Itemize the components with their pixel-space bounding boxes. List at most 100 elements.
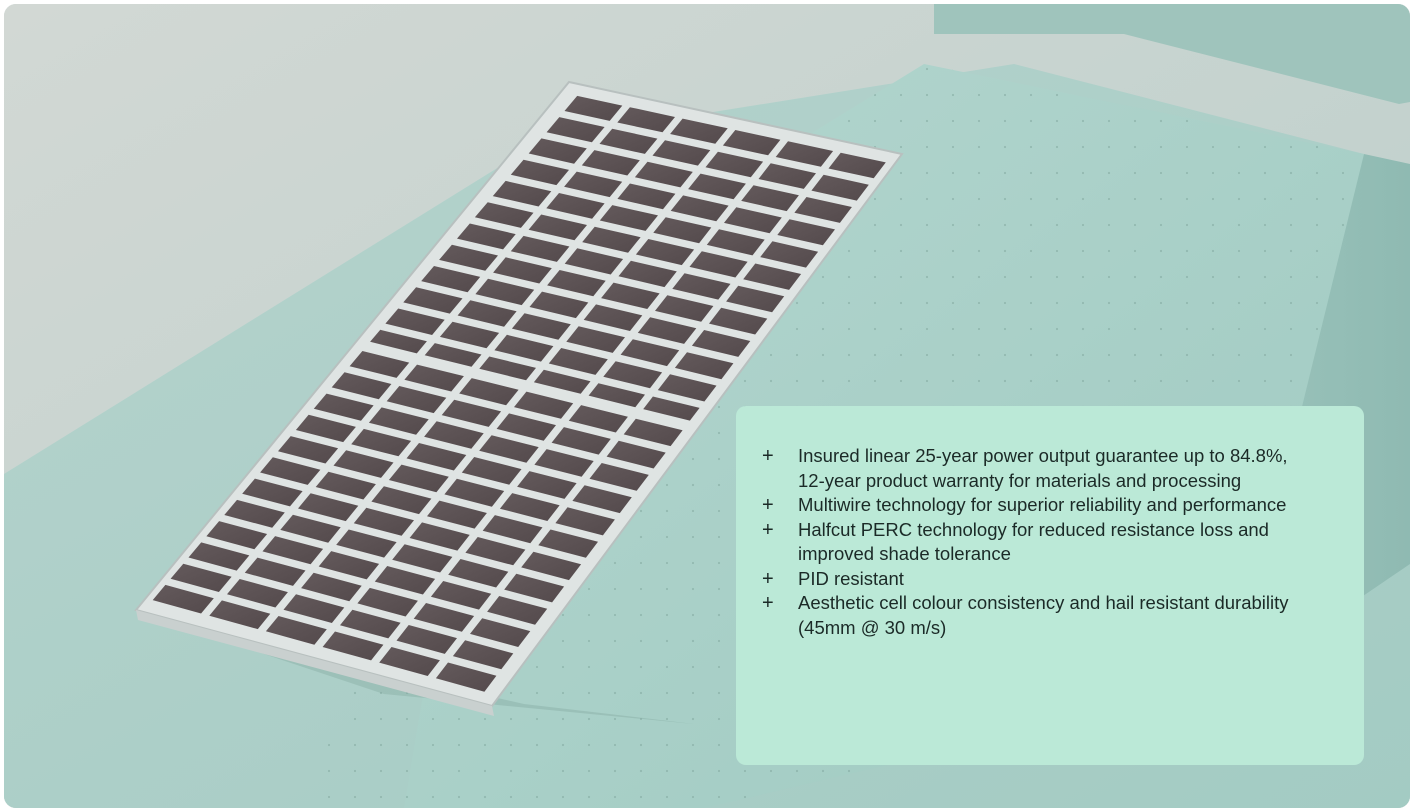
solar-cell [188,542,250,571]
solar-cell [385,308,445,335]
solar-cell [265,616,327,645]
solar-cell [444,478,505,507]
solar-cell [564,171,623,198]
feature-item-aesthetic: + Aesthetic cell colour consistency and … [762,591,1324,640]
solar-cell [743,263,802,290]
solar-cell [242,478,303,507]
solar-cell [546,117,605,143]
solar-cell [244,557,306,586]
solar-cell [388,464,449,493]
solar-cell [170,563,232,592]
solar-cell [637,317,697,344]
solar-cell [620,339,680,367]
plus-icon: + [762,494,774,516]
solar-cell [278,436,339,464]
solar-cell [657,374,717,402]
solar-cell [564,248,624,275]
solar-cell [726,285,785,313]
solar-cell [224,499,285,528]
solar-cell [313,393,374,421]
solar-cell [482,515,543,544]
plus-icon: + [762,592,774,614]
solar-cell [409,522,470,551]
solar-cell [333,450,394,478]
solar-cell [227,579,288,608]
feature-card: + Insured linear 25-year power output gu… [736,406,1364,765]
solar-cell [496,413,556,441]
solar-cell [722,130,781,156]
solar-cell [439,244,498,271]
solar-cell [427,500,487,529]
solar-cell [623,418,683,447]
solar-cell [521,551,582,581]
solar-cell [655,295,714,322]
solar-cell [643,396,700,421]
feature-text: Halfcut PERC technology for reduced resi… [798,518,1269,565]
solar-cell [461,457,522,485]
hero-image: + Insured linear 25-year power output gu… [4,4,1410,808]
solar-cell [336,529,397,558]
solar-cell [424,421,484,449]
solar-cell [724,207,782,234]
feature-item-halfcut: + Halfcut PERC technology for reduced re… [762,518,1324,567]
solar-cell [368,407,429,435]
feature-text: Multiwire technology for superior reliab… [798,494,1287,515]
solar-cell [517,471,577,499]
solar-cell [706,229,765,256]
solar-cell [379,647,440,676]
solar-cell [777,219,835,246]
solar-cell [760,241,819,268]
solar-cell [529,291,589,319]
solar-cell [674,352,734,380]
feature-text: PID resistant [798,567,904,589]
solar-cell [635,239,695,266]
solar-cell [357,587,418,617]
solar-cell [403,287,463,314]
solar-cell [599,205,658,231]
solar-cell [474,202,534,228]
solar-cell [280,514,341,543]
solar-cell [315,471,376,500]
solar-cell [499,493,560,521]
solar-cell [459,378,519,406]
solar-cell [599,128,658,154]
solar-cell [794,197,852,223]
solar-cell [566,326,625,353]
solar-cell [457,300,517,327]
solar-cell [331,372,392,400]
solar-cell [452,640,514,670]
solar-cell [370,329,427,354]
solar-cell [618,260,677,288]
solar-cell [298,493,359,522]
solar-cell [371,486,432,515]
solar-cell [514,391,574,419]
solar-cell [603,361,663,389]
plus-icon: + [762,518,774,541]
solar-cell [340,609,401,639]
solar-cell [581,150,640,176]
feature-text: Aesthetic cell colour consistency and ha… [798,592,1289,638]
solar-cell [349,351,410,378]
feature-item-multiwire: + Multiwire technology for superior reli… [762,493,1324,518]
solar-cell [424,343,482,367]
solar-cell [435,662,497,692]
solar-cell [475,278,535,306]
solar-cell [606,440,666,469]
solar-cell [583,304,643,331]
solar-cell [548,348,608,375]
solar-cell [546,193,605,219]
solar-cell [386,386,447,414]
solar-cell [262,536,324,565]
solar-cell [551,427,611,455]
solar-cell [318,551,380,580]
solar-cell [374,566,436,595]
solar-cell [392,544,453,573]
solar-cell [479,356,536,381]
solar-cell [653,217,712,244]
solar-cell [413,603,475,632]
plus-icon: + [762,445,774,467]
solar-cell [709,307,768,335]
solar-cell [691,330,751,357]
solar-cell [689,251,748,278]
solar-cell [564,95,623,121]
